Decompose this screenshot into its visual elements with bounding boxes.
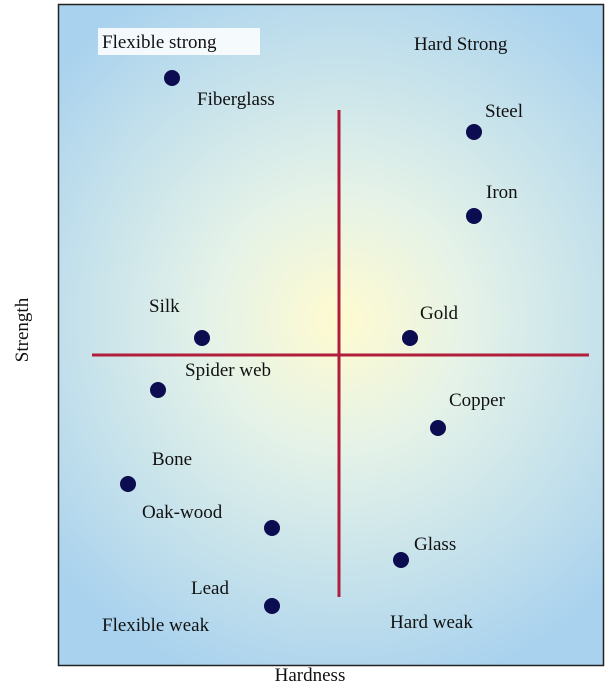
nodes: Fiberglass Steel Iron Silk Gold Spider web Cop… [120,70,523,614]
label-highlight [98,28,260,55]
material-label: Spider web [185,360,271,381]
material-label: Iron [486,182,518,203]
material-dot [393,552,409,568]
material-dot [430,420,446,436]
material-label: Glass [414,534,456,555]
material-label: Bone [152,449,192,470]
material-dot [164,70,180,86]
material-label: Gold [420,303,459,324]
material-dot [120,476,136,492]
material-label: Lead [191,578,229,599]
material-label: Copper [449,390,506,411]
quadrant-label: Flexible weak [102,615,210,636]
material-dot [194,330,210,346]
material-dot [150,382,166,398]
material-dot [264,520,280,536]
material-label: Steel [485,101,523,122]
y-axis-label: Strength [12,297,33,362]
material-dot [466,124,482,140]
quadrant-label: Hard Strong [414,34,508,55]
quadrant-label: Flexible strong [102,32,217,53]
material-label: Oak-wood [142,502,223,523]
material-label: Fiberglass [197,89,275,110]
plot-frame [57,3,605,667]
material-dot [466,208,482,224]
x-axis-label: Hardness [275,665,346,684]
quadrant-label: Hard weak [390,612,473,633]
material-dot [402,330,418,346]
material-dot [264,598,280,614]
material-label: Silk [149,296,180,317]
